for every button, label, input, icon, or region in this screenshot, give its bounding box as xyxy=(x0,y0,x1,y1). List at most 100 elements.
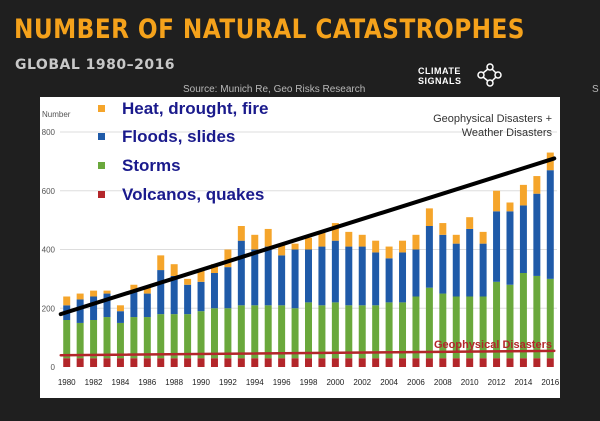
x-tick-label: 2004 xyxy=(380,378,398,387)
bar-segment xyxy=(452,234,460,244)
bar-segment xyxy=(184,314,192,359)
bar-segment xyxy=(264,246,272,306)
x-tick-label: 1984 xyxy=(112,378,130,387)
bar-segment xyxy=(452,358,460,367)
bar-segment xyxy=(170,314,178,359)
page-subtitle: GLOBAL 1980–2016 xyxy=(15,57,176,73)
x-tick-label: 2008 xyxy=(434,378,452,387)
bar-segment xyxy=(533,176,541,194)
x-tick-label: 2010 xyxy=(461,378,479,387)
bar-segment xyxy=(224,358,232,367)
bar-segment xyxy=(103,358,111,367)
x-tick-label: 1988 xyxy=(165,378,183,387)
bar-segment xyxy=(372,305,380,359)
bar-segment xyxy=(493,211,501,282)
bar-segment xyxy=(197,358,205,367)
bar-segment xyxy=(116,311,124,323)
bar-segment xyxy=(251,249,259,306)
bar-segment xyxy=(345,305,353,359)
network-icon xyxy=(477,63,502,87)
bar-segment xyxy=(479,231,487,244)
bar-segment xyxy=(358,305,366,359)
bar-segment xyxy=(385,358,393,367)
bar-segment xyxy=(278,255,286,306)
y-tick-label: 600 xyxy=(42,187,56,196)
bar-segment xyxy=(358,246,366,306)
bar-segment xyxy=(237,358,245,367)
x-tick-label: 1982 xyxy=(85,378,103,387)
bar-segment xyxy=(345,246,353,306)
bar-segment xyxy=(237,240,245,306)
y-tick-label: 200 xyxy=(42,304,56,313)
bar-segment xyxy=(385,246,393,259)
bar-segment xyxy=(425,226,433,288)
y-axis-label: Number xyxy=(42,110,71,119)
y-tick-label: 400 xyxy=(42,246,56,255)
bar-segment xyxy=(63,296,71,306)
bar-segment xyxy=(210,358,218,367)
bar-segment xyxy=(157,314,165,359)
bar-segment xyxy=(372,240,380,253)
bar-segment xyxy=(90,290,98,297)
bar-segment xyxy=(237,305,245,359)
page-title: NUMBER OF NATURAL CATASTROPHES xyxy=(14,14,525,45)
bar-segment xyxy=(452,296,460,359)
bar-segment xyxy=(493,358,501,367)
bar-segment xyxy=(439,358,447,367)
bar-segment xyxy=(466,217,474,229)
y-tick-label: 800 xyxy=(42,128,56,137)
bar-segment xyxy=(278,305,286,359)
x-tick-label: 1996 xyxy=(273,378,291,387)
bar-segment xyxy=(466,358,474,367)
chart-panel xyxy=(40,97,560,398)
bar-segment xyxy=(184,358,192,367)
bar-segment xyxy=(63,358,71,367)
bar-segment xyxy=(345,231,353,247)
bar-segment xyxy=(331,240,339,303)
bar-segment xyxy=(466,296,474,359)
bar-segment xyxy=(519,358,527,367)
bar-segment xyxy=(345,358,353,367)
bar-segment xyxy=(479,296,487,359)
bar-segment xyxy=(143,358,151,367)
brand-line-2: SIGNALS xyxy=(418,76,462,86)
bar-segment xyxy=(116,305,124,312)
bar-segment xyxy=(90,320,98,359)
source-caption: Source: Munich Re, Geo Risks Research xyxy=(183,84,366,95)
bar-segment xyxy=(251,234,259,250)
bar-segment xyxy=(291,243,299,250)
bar-segment xyxy=(439,234,447,294)
bar-segment xyxy=(546,170,554,279)
bar-segment xyxy=(519,184,527,206)
x-tick-label: 2002 xyxy=(353,378,371,387)
brand-line-1: CLIMATE xyxy=(418,66,461,76)
catastrophes-chart: 0 200 400 600 800 Number 1980 1982 1984 1986 1988 1… xyxy=(42,99,560,387)
bar-segment xyxy=(399,302,407,359)
bar-segment xyxy=(224,249,232,268)
bar-segment xyxy=(493,190,501,212)
bar-segment xyxy=(372,358,380,367)
bar-segment xyxy=(197,311,205,359)
bar-segment xyxy=(237,226,245,241)
bar-segment xyxy=(103,293,111,318)
x-tick-label: 1994 xyxy=(246,378,264,387)
cut-off-text: S xyxy=(592,84,599,95)
bar-segment xyxy=(157,358,165,367)
bar-segment xyxy=(358,234,366,247)
bar-segment xyxy=(170,275,178,315)
x-tick-label: 1998 xyxy=(300,378,318,387)
bar-segment xyxy=(130,284,138,291)
bar-segment xyxy=(412,234,420,250)
legend-label-volcanos: Volcanos, quakes xyxy=(122,185,264,204)
bar-segment xyxy=(331,223,339,241)
bar-segment xyxy=(425,358,433,367)
bar-segment xyxy=(157,270,165,315)
bar-segment xyxy=(439,223,447,235)
bar-segment xyxy=(546,278,554,359)
bar-segment xyxy=(170,358,178,367)
annotation-line-1: Geophysical Disasters + xyxy=(433,113,552,125)
bar-segment xyxy=(331,358,339,367)
bar-segment xyxy=(76,322,84,359)
bar-segment xyxy=(412,296,420,359)
bar-segment xyxy=(506,202,514,212)
